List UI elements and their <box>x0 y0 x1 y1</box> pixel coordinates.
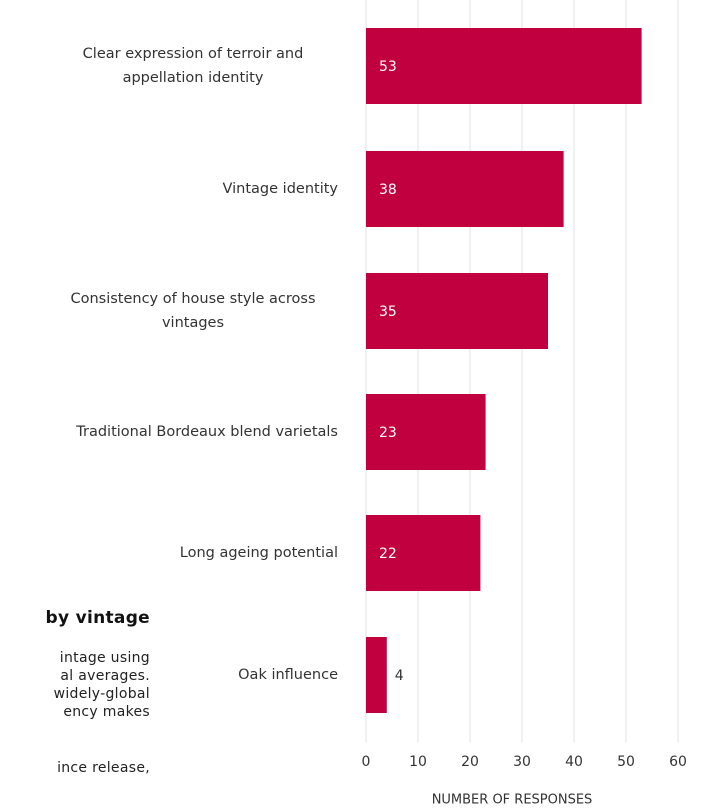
category-label: Long ageing potential <box>18 513 338 593</box>
bar <box>366 515 481 591</box>
x-tick-label: 60 <box>669 754 687 770</box>
x-axis-title: NUMBER OF RESPONSES <box>432 793 593 808</box>
article-heading: by vintage <box>45 608 150 628</box>
bar <box>366 28 642 104</box>
value-label: 35 <box>379 304 397 320</box>
category-text: Traditional Bordeaux blend varietals <box>76 424 338 440</box>
article-line: al averages. <box>60 668 150 684</box>
value-label: 53 <box>379 59 397 75</box>
category-label: Consistency of house style across vintag… <box>18 271 338 351</box>
value-label: 4 <box>395 668 404 684</box>
category-text: Clear expression of terroir and appellat… <box>82 46 304 86</box>
category-label: Vintage identity <box>18 149 338 229</box>
article-line: widely-global <box>53 686 150 702</box>
bar <box>366 637 387 713</box>
value-label: 22 <box>379 546 397 562</box>
category-text: Oak influence <box>238 667 338 683</box>
bar <box>366 394 486 470</box>
x-tick-label: 10 <box>409 754 427 770</box>
x-tick-label: 0 <box>362 754 371 770</box>
category-text: Vintage identity <box>222 181 338 197</box>
article-line: intage using <box>59 650 150 666</box>
value-label: 38 <box>379 182 397 198</box>
category-label: Clear expression of terroir and appellat… <box>18 26 338 106</box>
category-label: Oak influence <box>18 635 338 715</box>
category-text: Long ageing potential <box>179 545 338 561</box>
bar <box>366 273 548 349</box>
category-label: Traditional Bordeaux blend varietals <box>18 392 338 472</box>
x-tick-label: 30 <box>513 754 531 770</box>
x-tick-label: 40 <box>565 754 583 770</box>
x-tick-label: 50 <box>617 754 635 770</box>
bar <box>366 151 564 227</box>
category-text: Consistency of house style across vintag… <box>70 291 316 331</box>
article-line: ince release, <box>57 760 150 776</box>
value-label: 23 <box>379 425 397 441</box>
article-line: ency makes <box>63 704 150 720</box>
x-tick-label: 20 <box>461 754 479 770</box>
